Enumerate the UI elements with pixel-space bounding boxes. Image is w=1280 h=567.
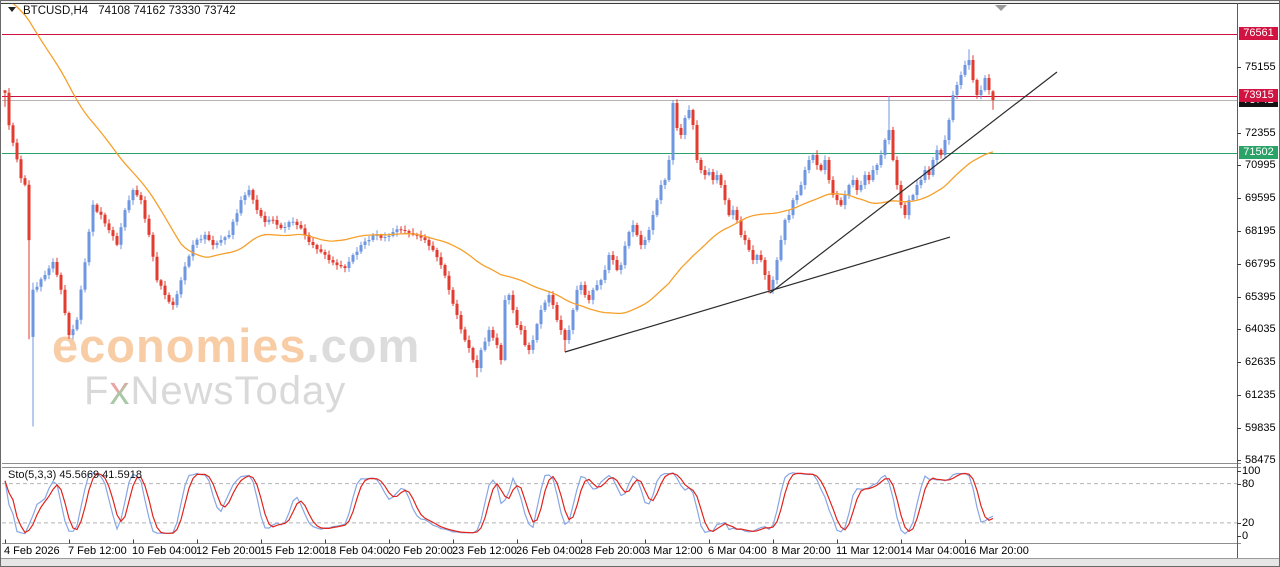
price-axis-label: 58475 [1245, 454, 1276, 466]
time-axis-label: 14 Mar 04:00 [900, 545, 965, 557]
price-axis-label: 62635 [1245, 356, 1276, 368]
axis-ticks [5, 67, 1241, 544]
time-axis-label: 15 Feb 12:00 [260, 545, 325, 557]
sto-axis-label: 20 [1242, 517, 1255, 529]
horizontal-level-lines[interactable] [2, 34, 1237, 154]
resistance-price-badge: 73915 [1239, 89, 1278, 102]
window-footer-strip [0, 558, 1280, 567]
price-axis-label: 75155 [1245, 61, 1276, 73]
time-axis-label: 23 Feb 12:00 [452, 545, 517, 557]
watermark-brand: economies.com [52, 319, 421, 372]
price-axis-label: 69595 [1245, 192, 1276, 204]
time-axis-label: 26 Feb 04:00 [516, 545, 581, 557]
time-axis-label: 7 Feb 12:00 [68, 545, 127, 557]
symbol-dropdown-icon[interactable] [8, 7, 16, 12]
sto-axis-label: 100 [1242, 465, 1261, 477]
price-axis-label: 64035 [1245, 323, 1276, 335]
stochastic-signal-line [4, 472, 994, 534]
ohlc-quote: 74108 74162 73330 73742 [98, 5, 236, 17]
sto-axis-label: 0 [1242, 530, 1249, 542]
watermark-subbrand: FxNewsToday [84, 369, 347, 413]
time-axis-label: 10 Feb 04:00 [132, 545, 197, 557]
chart-shift-marker-icon[interactable] [995, 5, 1007, 11]
window-top-strip [0, 0, 1280, 3]
price-axis-label: 70995 [1245, 159, 1276, 171]
time-axis-label: 11 Mar 12:00 [836, 545, 901, 557]
price-axis-label: 72355 [1245, 127, 1276, 139]
trendlines[interactable] [564, 71, 1058, 353]
resistance-price-badge: 76561 [1239, 27, 1278, 40]
time-axis-label: 6 Mar 04:00 [708, 545, 767, 557]
moving-average-line[interactable] [5, 0, 994, 315]
price-axis-label: 66795 [1245, 258, 1276, 270]
time-axis-label: 12 Feb 20:00 [196, 545, 261, 557]
time-axis-label: 3 Mar 12:00 [644, 545, 703, 557]
time-axis-label: 4 Feb 2026 [4, 545, 60, 557]
sto-axis-label: 80 [1242, 478, 1255, 490]
watermark: economies.com FxNewsToday [52, 322, 420, 411]
symbol-timeframe: BTCUSD,H4 [23, 5, 89, 17]
price-axis-label: 65395 [1245, 291, 1276, 303]
support-price-badge: 71502 [1239, 146, 1278, 159]
time-axis-label: 20 Feb 20:00 [388, 545, 453, 557]
indicator-label: Sto(5,3,3) 45.5669 41.5918 [8, 469, 142, 481]
chart-title: BTCUSD,H4 74108 74162 73330 73742 [8, 5, 236, 17]
time-axis-label: 16 Mar 20:00 [964, 545, 1029, 557]
price-axis-label: 59835 [1245, 422, 1276, 434]
time-axis-label: 28 Feb 20:00 [580, 545, 645, 557]
time-axis-label: 18 Feb 04:00 [324, 545, 389, 557]
time-axis-label: 8 Mar 20:00 [772, 545, 831, 557]
price-axis-label: 68195 [1245, 225, 1276, 237]
stochastic-indicator[interactable] [2, 472, 1237, 535]
price-axis-label: 61235 [1245, 389, 1276, 401]
